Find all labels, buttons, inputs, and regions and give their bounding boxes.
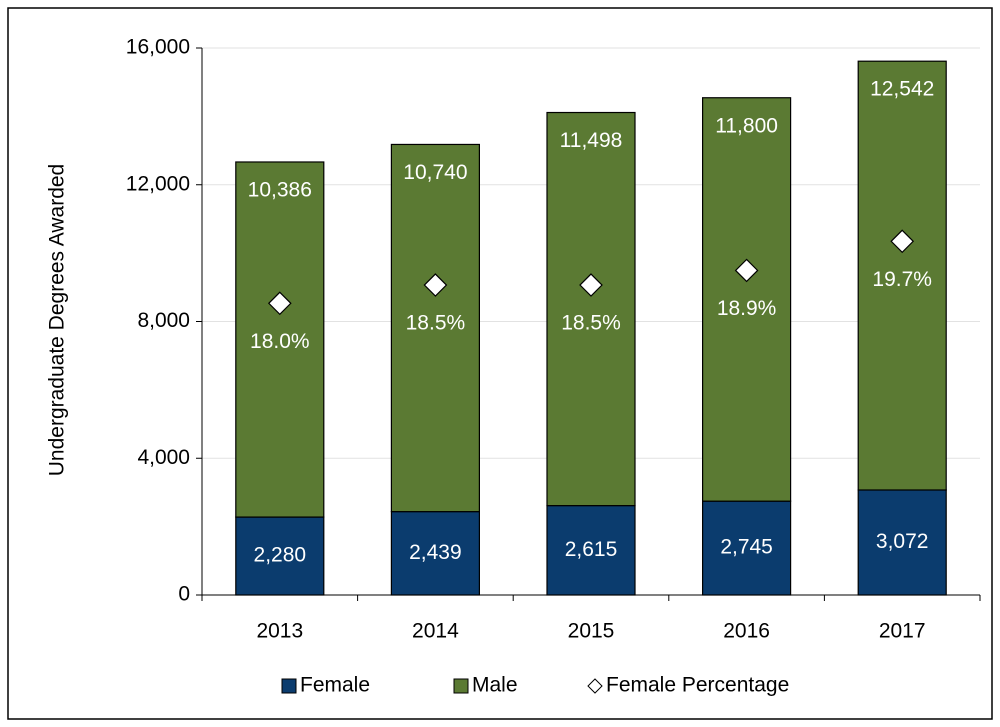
data-label: 10,386 [248,179,312,202]
legend-swatch [453,678,469,694]
bar-segment [235,161,325,518]
data-label: 11,498 [560,129,623,152]
data-label: 18.9% [717,297,777,320]
legend-label: Female Percentage [606,674,789,697]
bar-segment [701,500,792,596]
y-tick-label: 0 [178,583,190,606]
legend-label: Male [472,674,518,697]
chart-frame [7,7,993,720]
bar-segment [546,111,636,507]
x-tick-label: 2017 [879,620,926,643]
data-label: 2,439 [409,541,462,564]
y-tick-label: 8,000 [137,309,190,332]
legend-swatch [587,678,603,694]
y-tick-label: 16,000 [126,36,190,59]
legend-label: Female [300,674,370,697]
data-label: 3,072 [876,530,929,553]
data-label: 18.0% [250,330,310,353]
data-label: 18.5% [406,312,466,335]
y-axis-title: Undergraduate Degrees Awarded [46,164,69,477]
x-tick-label: 2016 [723,620,770,643]
bar-segment [701,97,792,502]
legend-swatch [281,678,297,694]
bar-segment [546,504,636,596]
bar-segment [390,511,480,596]
marker-diamond [734,258,759,283]
data-label: 2,280 [254,544,307,567]
data-label: 2,615 [565,538,618,561]
marker-diamond [423,273,448,297]
y-tick-label: 4,000 [137,446,190,469]
data-label: 12,542 [870,78,934,101]
x-tick-label: 2015 [568,620,615,643]
marker-diamond [267,291,292,316]
marker-diamond [890,229,915,254]
y-tick-label: 12,000 [126,172,190,195]
data-label: 2,745 [720,536,773,559]
x-tick-label: 2013 [256,620,303,643]
data-label: 18.5% [561,312,621,335]
bar-segment [857,489,947,596]
data-label: 10,740 [403,161,467,184]
data-label: 11,800 [715,114,778,137]
bar-segment [390,143,480,513]
x-tick-label: 2014 [412,620,459,643]
marker-diamond [579,273,603,297]
data-label: 19.7% [872,268,932,291]
bar-segment [235,516,325,596]
bar-segment [857,60,947,491]
